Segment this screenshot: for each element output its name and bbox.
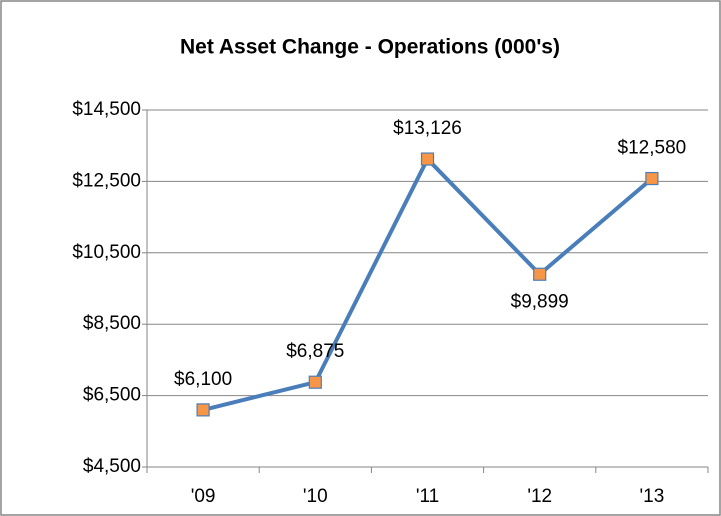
data-label: $13,126: [393, 118, 462, 139]
marker: [196, 403, 210, 417]
y-tick-label: $4,500: [83, 456, 141, 477]
marker: [645, 171, 659, 186]
y-tick-label: $14,500: [72, 99, 141, 120]
marker: [308, 375, 322, 389]
y-tick-label: $6,500: [83, 385, 141, 406]
x-tick-label: '09: [191, 486, 216, 507]
chart-title: Net Asset Change - Operations (000's): [180, 36, 560, 59]
marker: [420, 152, 435, 166]
data-label: $6,100: [174, 369, 232, 390]
data-label: $12,580: [618, 138, 687, 159]
x-tick-label: '11: [416, 486, 439, 507]
data-label: $9,899: [511, 291, 569, 312]
x-tick-label: '10: [303, 486, 328, 507]
y-tick-label: $10,500: [72, 242, 141, 263]
y-tick-label: $8,500: [83, 313, 141, 334]
marker: [533, 267, 547, 281]
x-tick-label: '13: [640, 486, 665, 507]
x-tick-label: '12: [527, 486, 552, 507]
y-tick-label: $12,500: [72, 170, 141, 191]
data-label: $6,875: [286, 341, 344, 362]
